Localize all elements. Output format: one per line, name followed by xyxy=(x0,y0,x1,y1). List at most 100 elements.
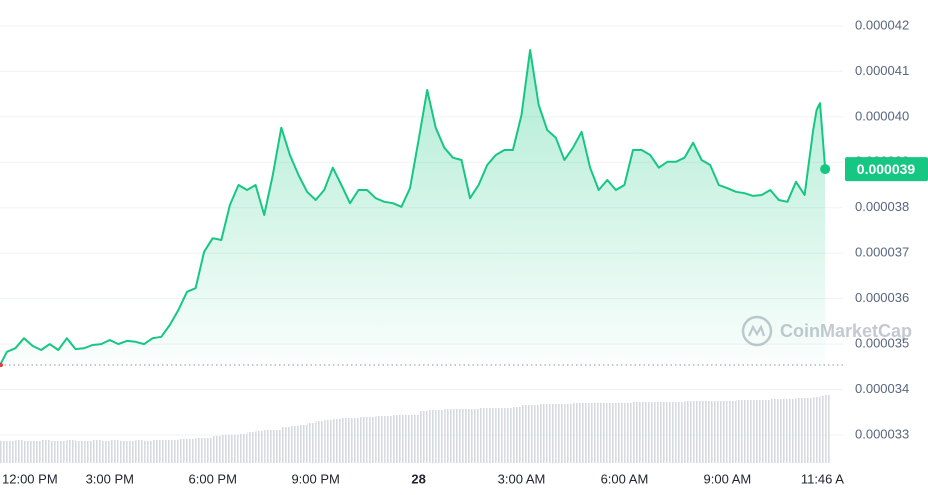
volume-bar xyxy=(816,397,821,463)
volume-bar xyxy=(444,409,453,463)
volume-bar xyxy=(478,408,488,463)
volume-bar xyxy=(315,421,325,463)
volume-bar xyxy=(530,405,539,463)
volume-bar xyxy=(84,441,93,463)
volume-bar xyxy=(512,407,522,463)
volume-bar xyxy=(118,441,127,463)
volume-bar xyxy=(109,440,119,463)
volume-bar xyxy=(15,440,25,463)
volume-bar xyxy=(825,395,831,463)
volume-bar xyxy=(555,404,565,463)
volume-bar xyxy=(607,403,616,463)
volume-bar xyxy=(701,401,711,463)
volume-bar xyxy=(161,440,170,463)
x-tick-label: 12:00 PM xyxy=(2,471,58,486)
volume-bar xyxy=(787,399,796,463)
volume-bar xyxy=(718,401,728,463)
volume-bar xyxy=(820,396,826,463)
volume-bar xyxy=(332,419,342,463)
volume-bar xyxy=(427,410,436,463)
y-tick-label: 0.000038 xyxy=(855,199,909,214)
volume-bar xyxy=(349,418,359,463)
volume-bar xyxy=(375,416,385,463)
volume-bar xyxy=(598,403,608,463)
volume-bar xyxy=(572,403,582,463)
volume-bar xyxy=(581,403,591,463)
volume-bar xyxy=(495,408,505,463)
volume-bar xyxy=(49,441,59,463)
volume-bar xyxy=(633,402,642,463)
price-badge xyxy=(845,157,928,182)
x-tick-label: 6:00 AM xyxy=(601,471,649,486)
price-line xyxy=(0,49,827,366)
last-point xyxy=(820,164,831,175)
volume-bar xyxy=(684,401,694,463)
y-tick-label: 0.000035 xyxy=(855,336,909,351)
volume-bar xyxy=(384,416,393,463)
volume-bar xyxy=(358,417,368,463)
volume-bar xyxy=(152,440,162,463)
y-tick-label: 0.000033 xyxy=(855,426,909,441)
volume-bar xyxy=(229,435,239,463)
x-tick-label: 9:00 AM xyxy=(704,471,752,486)
volume-bar xyxy=(778,399,788,463)
x-tick-label: 3:00 AM xyxy=(498,471,546,486)
volume-bar xyxy=(6,441,16,463)
volume-bar xyxy=(753,400,762,463)
volume xyxy=(0,395,831,463)
volume-bar xyxy=(264,430,273,463)
volume-bar xyxy=(504,408,513,463)
volume-bar xyxy=(410,415,419,463)
volume-bar xyxy=(795,398,805,463)
volume-bar xyxy=(247,432,256,463)
volume-bar xyxy=(92,440,102,463)
volume-bar xyxy=(0,441,7,463)
volume-bar xyxy=(418,411,428,463)
volume-bar xyxy=(538,404,548,463)
volume-bar xyxy=(144,441,153,463)
volume-bar xyxy=(178,439,187,463)
y-tick-label: 0.000034 xyxy=(855,381,909,396)
y-tick-label: 0.000036 xyxy=(855,290,909,305)
volume-bar xyxy=(435,410,445,463)
volume-bar xyxy=(367,417,376,463)
volume-bar xyxy=(101,441,110,463)
volume-bar xyxy=(813,397,817,463)
volume-bar xyxy=(693,401,702,463)
volume-bar xyxy=(761,400,771,463)
volume-bar xyxy=(58,441,67,463)
volume-bar xyxy=(204,438,213,463)
volume-bar xyxy=(735,400,745,463)
volume-bar xyxy=(452,409,462,463)
x-tick-label: 9:00 PM xyxy=(291,471,339,486)
area xyxy=(0,50,826,365)
y-tick-label: 0.000037 xyxy=(855,245,909,260)
volume-bar xyxy=(32,441,42,463)
volume-bar xyxy=(547,404,556,463)
volume-bar xyxy=(461,409,471,463)
volume-bar xyxy=(238,434,248,463)
volume-bar xyxy=(401,415,411,463)
volume-bar xyxy=(624,403,634,463)
volume-bar xyxy=(392,415,402,463)
volume-bar xyxy=(272,430,282,463)
volume-bar xyxy=(186,439,196,463)
volume-bar xyxy=(487,408,496,463)
y-tick-label: 0.000040 xyxy=(855,108,909,123)
volume-bar xyxy=(66,440,76,463)
volume-bar xyxy=(341,418,350,463)
volume-bar xyxy=(281,427,290,463)
volume-bar xyxy=(126,441,136,463)
volume-bar xyxy=(615,403,625,463)
x-tick-label: 3:00 PM xyxy=(86,471,134,486)
y-tick-label: 0.000041 xyxy=(855,63,909,78)
x-tick-label: 11:46 A xyxy=(801,471,844,486)
volume-bar xyxy=(650,402,659,463)
axes: 0.000042 0.000041 0.000040 0.000039 0.000038… xyxy=(2,17,928,486)
volume-bar xyxy=(24,441,33,463)
x-tick-label: 6:00 PM xyxy=(189,471,237,486)
volume-bar xyxy=(212,436,222,463)
volume-bar xyxy=(470,409,479,463)
